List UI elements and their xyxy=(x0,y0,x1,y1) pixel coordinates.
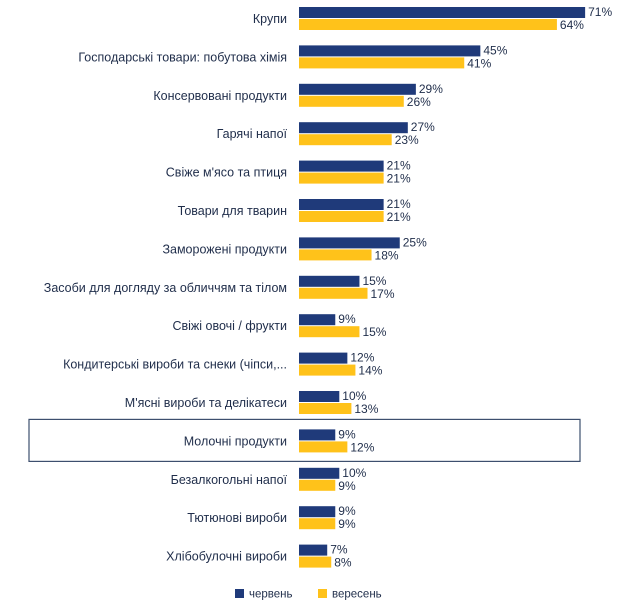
category-label: Господарські товари: побутова хімія xyxy=(78,50,287,64)
bar-september xyxy=(299,57,465,69)
bar-june xyxy=(299,314,336,326)
bar-september xyxy=(299,518,336,530)
category-label: М'ясні вироби та делікатеси xyxy=(125,396,287,410)
bar-september xyxy=(299,364,356,376)
value-label-september: 41% xyxy=(467,56,491,70)
bar-june xyxy=(299,391,340,402)
bar-september xyxy=(299,211,384,222)
value-label-june: 15% xyxy=(362,274,386,288)
value-label-september: 64% xyxy=(560,18,584,32)
category-label: Засоби для догляду за обличчям та тілом xyxy=(44,281,287,295)
category-label: Товари для тварин xyxy=(178,204,287,218)
value-label-september: 8% xyxy=(334,556,352,570)
category-label: Безалкогольні напої xyxy=(171,473,288,487)
legend-label-september: вересень xyxy=(332,589,382,601)
bar-september xyxy=(299,441,348,453)
bar-september xyxy=(299,19,557,30)
value-label-june: 9% xyxy=(338,312,356,326)
value-label-september: 21% xyxy=(387,172,411,186)
bar-september xyxy=(299,287,368,299)
bar-june xyxy=(299,160,384,172)
bar-september xyxy=(299,249,372,261)
value-label-june: 12% xyxy=(350,351,374,365)
value-label-september: 12% xyxy=(350,440,374,454)
highlight-box xyxy=(28,418,581,462)
category-label: Консервовані продукти xyxy=(153,89,287,103)
bar-june xyxy=(299,429,336,441)
value-label-september: 26% xyxy=(407,95,431,109)
bar-june xyxy=(299,45,481,57)
value-label-september: 21% xyxy=(387,210,411,224)
bar-september xyxy=(299,172,384,184)
bar-september xyxy=(299,556,332,568)
category-label: Крупи xyxy=(253,12,287,26)
value-label-september: 23% xyxy=(395,133,419,147)
bar-june xyxy=(299,122,408,134)
value-label-september: 17% xyxy=(371,287,395,301)
legend-swatch-september xyxy=(318,589,327,598)
value-label-september: 15% xyxy=(362,325,386,339)
value-label-september: 9% xyxy=(338,479,356,493)
value-label-june: 29% xyxy=(419,82,443,96)
bar-june xyxy=(299,467,340,479)
value-label-june: 25% xyxy=(403,235,427,249)
value-label-june: 10% xyxy=(342,466,366,480)
value-label-june: 45% xyxy=(483,43,507,57)
category-label: Хлібобулочні вироби xyxy=(166,550,287,564)
bar-june xyxy=(299,352,348,364)
value-label-september: 14% xyxy=(358,364,382,378)
bar-september xyxy=(299,403,352,414)
legend-label-june: червень xyxy=(249,589,293,601)
value-label-june: 27% xyxy=(411,120,435,134)
value-label-june: 71% xyxy=(588,5,612,19)
bar-september xyxy=(299,95,404,107)
category-label: Заморожені продукти xyxy=(162,242,287,256)
bar-june xyxy=(299,275,360,287)
bar-june xyxy=(299,544,328,556)
bar-june xyxy=(299,83,416,95)
legend-swatch-june xyxy=(235,589,244,598)
category-label: Гарячі напої xyxy=(217,127,288,141)
chart-rows: Крупи 71% 64% Господарські товари: побутова… xyxy=(28,5,612,570)
bar-june xyxy=(299,7,586,18)
value-label-june: 9% xyxy=(338,504,356,518)
category-label: Кондитерські вироби та снеки (чіпси,... xyxy=(63,358,287,372)
bar-september xyxy=(299,134,392,146)
value-label-september: 18% xyxy=(375,248,399,262)
bar-june xyxy=(299,199,384,210)
value-label-june: 10% xyxy=(342,389,366,403)
value-label-september: 13% xyxy=(354,402,378,416)
bar-june xyxy=(299,237,400,249)
category-label: Свіжі овочі / фрукти xyxy=(172,319,287,333)
value-label-june: 21% xyxy=(387,197,411,211)
value-label-september: 9% xyxy=(338,517,356,531)
bar-june xyxy=(299,506,336,518)
value-label-june: 7% xyxy=(330,543,348,557)
chart-legend: червень вересень xyxy=(235,589,382,601)
category-label: Свіже м'ясо та птиця xyxy=(166,166,287,180)
bar-september xyxy=(299,479,336,491)
value-label-june: 21% xyxy=(387,159,411,173)
value-label-june: 9% xyxy=(338,427,356,441)
category-label: Молочні продукти xyxy=(184,434,287,448)
category-label: Тютюнові вироби xyxy=(187,511,287,525)
bar-september xyxy=(299,326,360,338)
